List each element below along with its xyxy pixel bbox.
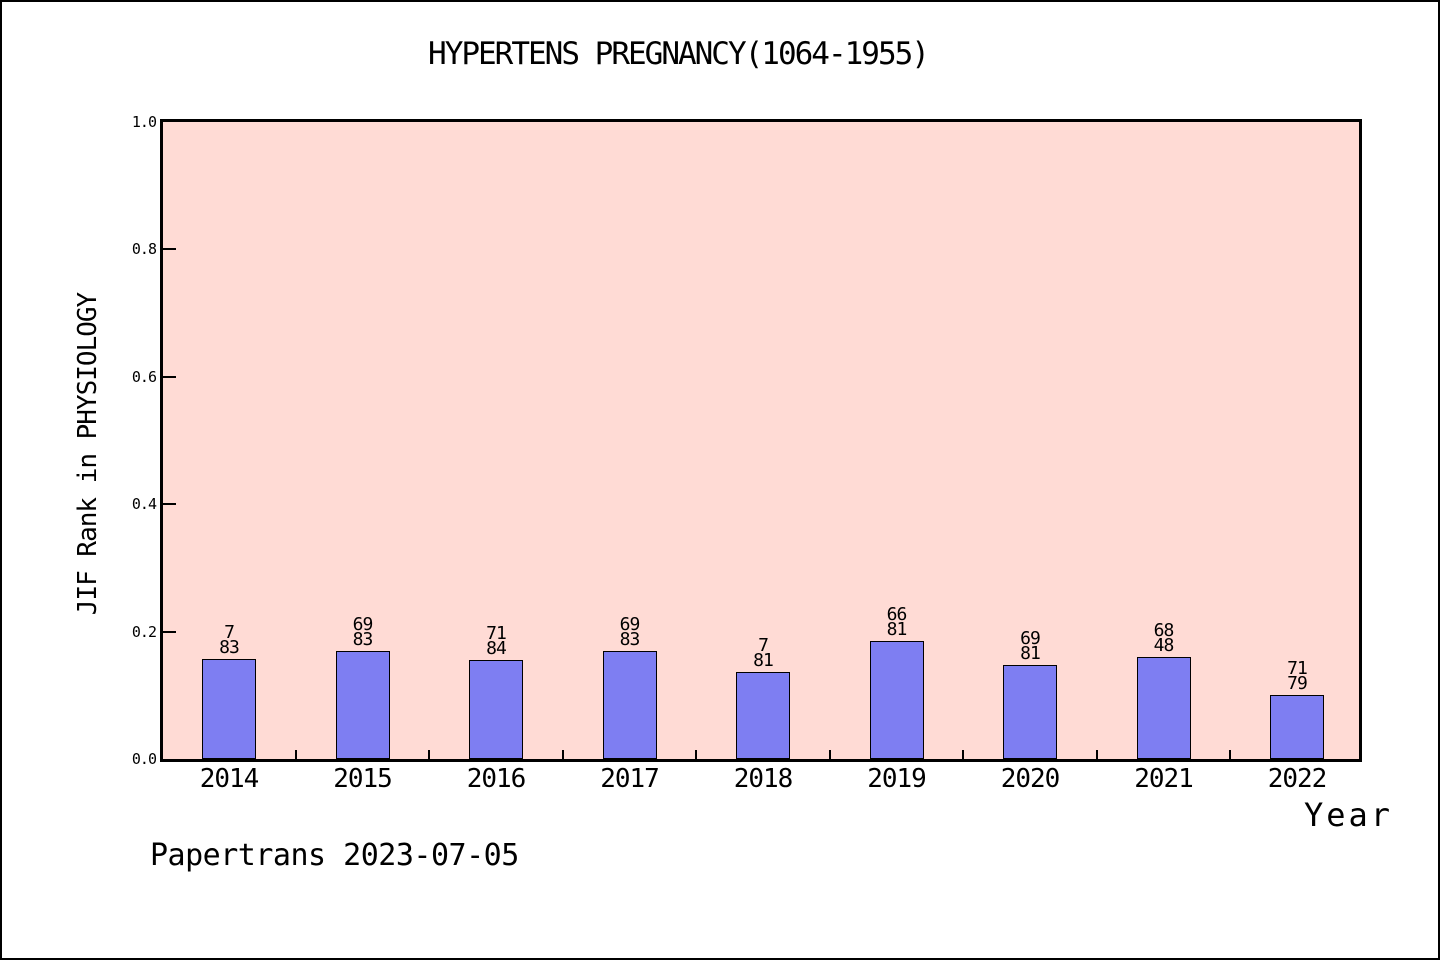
bar-label-numerator: 71 — [486, 623, 507, 644]
x-minor-tick — [962, 750, 965, 759]
y-tick-label: 0.6 — [131, 367, 157, 386]
bar-value-label-2014: 7 83 — [179, 622, 279, 658]
bar-label-numerator: 68 — [1153, 620, 1175, 641]
bar-label-denominator: 83 — [352, 629, 374, 650]
y-tick-label: 0.8 — [131, 240, 157, 259]
x-tick-label-2017: 2017 — [600, 764, 660, 794]
x-tick-label-2015: 2015 — [333, 764, 393, 794]
bar-label-denominator: 48 — [1153, 635, 1175, 656]
bar-label-denominator: 83 — [619, 629, 641, 650]
y-tick-mark — [163, 375, 176, 378]
x-tick-label-2022: 2022 — [1267, 764, 1328, 794]
footer-watermark: Papertrans 2023-07-05 — [150, 838, 519, 873]
bar-label-denominator: 81 — [753, 650, 774, 671]
bar-label-denominator: 81 — [886, 619, 908, 640]
bar-value-label-2017: 69 83 — [580, 614, 680, 650]
y-tick-label: 0.0 — [131, 750, 157, 768]
x-tick-label-2020: 2020 — [1000, 764, 1061, 794]
x-axis-label: Year — [1304, 796, 1394, 834]
x-minor-tick — [1229, 750, 1232, 759]
bar-2018 — [736, 672, 790, 759]
bar-label-denominator: 84 — [486, 638, 507, 659]
x-tick-label-2018: 2018 — [733, 764, 794, 794]
bar-label-denominator: 79 — [1287, 673, 1308, 694]
bar-value-label-2020: 69 81 — [980, 628, 1080, 664]
bar-label-denominator: 83 — [219, 637, 240, 658]
bar-2014 — [202, 659, 256, 759]
y-tick-label: 0.4 — [131, 495, 157, 514]
bar-2017 — [602, 651, 657, 759]
bar-2019 — [869, 641, 924, 759]
bar-2022 — [1270, 695, 1324, 759]
y-tick-label: 0.2 — [131, 622, 157, 641]
x-tick-label-2019: 2019 — [867, 764, 927, 794]
x-minor-tick — [828, 750, 831, 759]
bar-label-numerator: 66 — [886, 604, 908, 625]
bar-2020 — [1003, 665, 1057, 759]
x-minor-tick — [428, 750, 431, 759]
bar-value-label-2021: 68 48 — [1114, 620, 1214, 656]
x-tick-label-2021: 2021 — [1134, 764, 1194, 794]
y-tick-mark — [163, 630, 176, 633]
bar-2015 — [335, 651, 390, 759]
x-minor-tick — [561, 750, 564, 759]
bar-label-numerator: 7 — [224, 622, 235, 643]
x-tick-label-2016: 2016 — [466, 764, 527, 794]
y-axis-label: JIF Rank in PHYSIOLOGY — [73, 292, 103, 616]
bar-label-numerator: 71 — [1287, 658, 1308, 679]
bar-value-label-2022: 71 79 — [1247, 658, 1347, 694]
plot-inner-layer: 7 83 69 83 71 84 69 83 7 81 66 81 69 81 68 48 71 79 — [163, 122, 1359, 759]
y-tick-label: 1.0 — [131, 113, 157, 131]
y-tick-mark — [163, 248, 176, 251]
bar-2021 — [1136, 657, 1191, 759]
bar-value-label-2019: 66 81 — [847, 604, 947, 640]
x-minor-tick — [695, 750, 698, 759]
x-minor-tick — [1095, 750, 1098, 759]
bar-label-denominator: 81 — [1020, 643, 1041, 664]
bar-label-numerator: 69 — [619, 614, 641, 635]
y-tick-mark — [163, 503, 176, 506]
bar-label-numerator: 69 — [1020, 628, 1041, 649]
chart-title: HYPERTENS PREGNANCY(1064-1955) — [428, 36, 930, 72]
x-minor-tick — [294, 750, 297, 759]
x-tick-label-2014: 2014 — [199, 764, 260, 794]
bar-label-numerator: 7 — [758, 635, 769, 656]
bar-2016 — [469, 660, 523, 759]
bar-value-label-2018: 7 81 — [713, 635, 813, 671]
bar-label-numerator: 69 — [352, 614, 374, 635]
bar-value-label-2015: 69 83 — [313, 614, 413, 650]
bar-value-label-2016: 71 84 — [446, 623, 546, 659]
